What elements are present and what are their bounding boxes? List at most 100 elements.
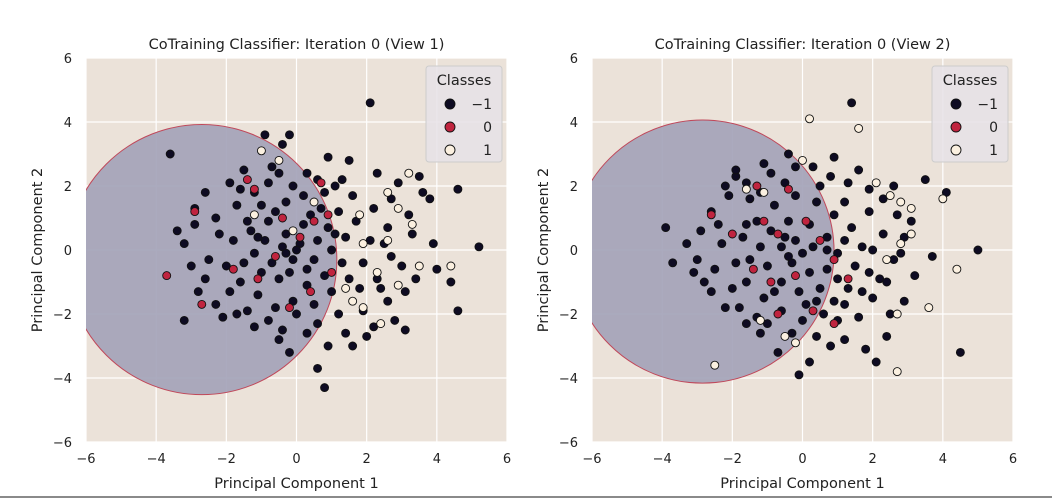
data-point-class-neg1 [256, 200, 266, 210]
data-point-class-0 [759, 216, 769, 226]
data-point-class-1 [393, 203, 403, 213]
data-point-class-neg1 [661, 223, 671, 233]
x-axis-label: Principal Component 1 [720, 476, 884, 492]
legend-title: Classes [437, 73, 492, 89]
data-point-class-neg1 [843, 178, 853, 188]
data-point-class-neg1 [794, 370, 804, 380]
data-point-class-neg1 [882, 277, 892, 287]
data-point-class-neg1 [309, 299, 319, 309]
legend-marker [950, 144, 962, 156]
data-point-class-neg1 [302, 328, 312, 338]
data-point-class-neg1 [288, 181, 298, 191]
data-point-class-neg1 [777, 277, 786, 287]
data-point-class-neg1 [840, 197, 850, 207]
data-point-class-neg1 [899, 296, 909, 306]
y-tick-label: −6 [559, 436, 578, 451]
data-point-class-neg1 [281, 197, 291, 207]
data-point-class-neg1 [882, 331, 892, 341]
legend-entry-label: 1 [989, 143, 998, 159]
data-point-class-neg1 [850, 261, 860, 271]
data-point-class-0 [791, 271, 800, 281]
data-point-class-neg1 [362, 331, 372, 341]
data-point-class-neg1 [235, 277, 245, 287]
data-point-class-neg1 [179, 315, 189, 325]
data-point-class-neg1 [341, 232, 351, 242]
data-point-class-neg1 [910, 271, 920, 281]
data-point-class-1 [249, 210, 259, 220]
data-point-class-0 [766, 277, 776, 287]
data-point-class-neg1 [724, 191, 734, 201]
data-point-class-0 [162, 271, 172, 281]
data-point-class-neg1 [474, 242, 484, 252]
data-point-class-neg1 [327, 245, 337, 255]
data-point-class-neg1 [805, 357, 814, 367]
data-point-class-neg1 [218, 312, 228, 322]
data-point-class-1 [341, 283, 351, 293]
data-point-class-neg1 [292, 309, 301, 319]
data-point-class-neg1 [253, 290, 263, 300]
data-point-class-neg1 [383, 223, 393, 233]
data-point-class-1 [871, 178, 881, 188]
data-point-class-neg1 [411, 274, 421, 284]
data-point-class-neg1 [920, 175, 930, 185]
data-point-class-0 [706, 210, 716, 220]
x-tick-label: 0 [798, 452, 806, 467]
data-point-class-neg1 [864, 184, 874, 194]
data-point-class-neg1 [211, 213, 221, 223]
legend-entry-label: −1 [977, 97, 998, 113]
data-point-class-neg1 [766, 168, 776, 178]
data-point-class-0 [801, 216, 811, 226]
legend-box [425, 65, 503, 163]
data-point-class-neg1 [769, 287, 779, 297]
data-point-class-neg1 [271, 303, 280, 313]
legend-title: Classes [943, 73, 998, 89]
data-point-class-neg1 [348, 191, 358, 201]
data-point-class-neg1 [829, 296, 839, 306]
data-point-class-neg1 [829, 152, 839, 162]
data-point-class-neg1 [190, 219, 200, 229]
y-tick-label: −2 [559, 308, 578, 323]
data-point-class-neg1 [239, 258, 249, 268]
x-tick-label: −2 [723, 452, 742, 467]
data-point-class-1 [446, 261, 456, 271]
data-point-class-0 [815, 235, 825, 245]
data-point-class-neg1 [376, 283, 386, 293]
y-tick-label: −2 [53, 308, 72, 323]
data-point-class-neg1 [868, 293, 878, 303]
data-point-class-neg1 [840, 235, 850, 245]
data-point-class-0 [829, 255, 839, 265]
data-point-class-neg1 [738, 232, 748, 242]
y-tick-label: −4 [53, 372, 72, 387]
data-point-class-neg1 [393, 178, 403, 188]
data-point-class-neg1 [404, 210, 414, 220]
data-point-class-neg1 [731, 258, 741, 268]
data-point-class-neg1 [833, 274, 843, 284]
data-point-class-neg1 [313, 319, 322, 329]
data-point-class-neg1 [896, 248, 906, 258]
y-tick-label: 2 [570, 180, 578, 195]
legend-box [931, 65, 1009, 163]
data-point-class-1 [274, 155, 284, 165]
data-point-class-neg1 [812, 331, 821, 341]
data-point-class-0 [327, 267, 337, 277]
data-point-class-1 [882, 255, 892, 265]
data-point-class-1 [938, 194, 948, 204]
data-point-class-neg1 [278, 139, 287, 149]
data-point-class-1 [798, 155, 807, 165]
data-point-class-neg1 [274, 335, 284, 345]
data-point-class-neg1 [407, 229, 417, 239]
data-point-class-neg1 [791, 162, 800, 172]
data-point-class-neg1 [320, 187, 330, 197]
data-point-class-neg1 [734, 303, 744, 313]
data-point-class-0 [829, 319, 839, 329]
data-point-class-neg1 [794, 287, 804, 297]
data-point-class-1 [805, 114, 814, 124]
data-point-class-neg1 [791, 191, 800, 201]
data-point-class-neg1 [682, 239, 692, 249]
data-point-class-1 [358, 303, 368, 313]
data-point-class-1 [791, 338, 800, 348]
data-point-class-neg1 [369, 203, 379, 213]
data-point-class-neg1 [717, 239, 727, 249]
data-point-class-neg1 [299, 219, 308, 229]
data-point-class-1 [755, 315, 765, 325]
